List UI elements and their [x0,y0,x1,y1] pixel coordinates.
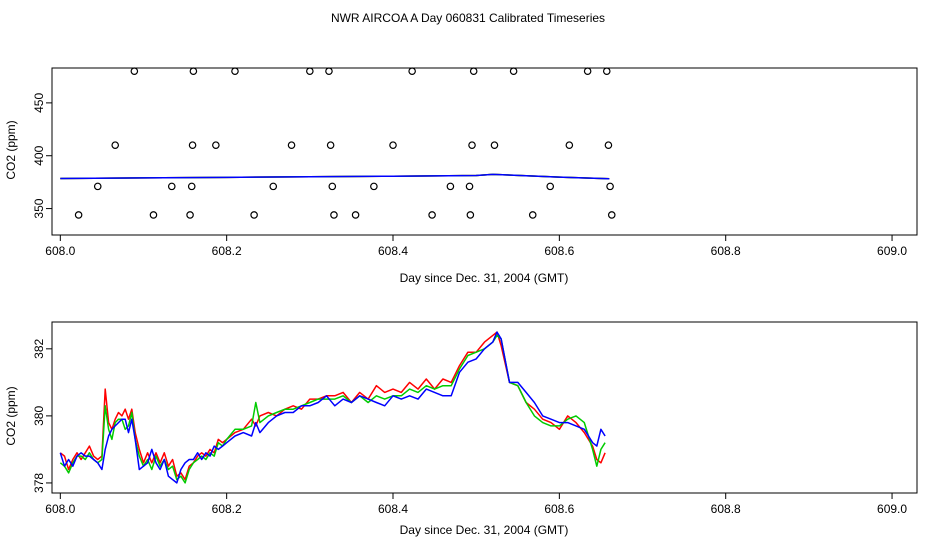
y-tick-label: 400 [32,145,46,165]
y-tick-label: 382 [32,338,46,358]
y-tick-label: 450 [32,93,46,113]
data-point [328,182,337,191]
x-tick-label: 608.8 [711,244,741,258]
data-point [269,182,278,191]
data-point [528,211,537,219]
x-tick-label: 608.0 [45,502,75,516]
x-tick-label: 608.0 [45,244,75,258]
data-point [188,141,197,149]
x-tick-label: 608.6 [544,244,574,258]
blue-series-line [60,173,610,180]
data-point [130,67,139,75]
data-point [287,141,296,149]
data-point [330,211,338,219]
y-tick-label: 378 [32,473,46,493]
x-tick-label: 608.4 [378,244,408,258]
chart-title: NWR AIRCOA A Day 060831 Calibrated Times… [331,11,605,25]
data-point [490,141,499,149]
data-point [111,141,120,149]
data-point [606,182,614,191]
data-point [326,141,335,149]
bottom-panel: Day since Dec. 31, 2004 (GMT) CO2 (ppm) … [4,321,918,537]
data-point [428,211,436,219]
data-point [306,67,314,75]
data-point [186,211,194,219]
y-tick-label: 380 [32,406,46,426]
x-tick-label: 608.4 [378,502,408,516]
data-point [466,211,475,219]
data-point [465,182,474,191]
data-point [212,141,220,149]
top-panel: Day since Dec. 31, 2004 (GMT) CO2 (ppm) … [4,67,918,285]
x-tick-label: 608.2 [212,502,242,516]
x-tick-label: 608.8 [711,502,741,516]
data-point [604,141,613,149]
data-point [370,182,378,191]
data-point [351,211,360,219]
data-point [602,67,611,75]
x-tick-label: 609.0 [877,244,907,258]
data-point [607,211,616,219]
data-point [583,67,592,75]
data-point [509,67,518,75]
data-point [468,141,476,149]
y-tick-label: 350 [32,198,46,218]
green-series-line [59,334,606,484]
data-point [231,67,239,75]
top-panel-ylabel: CO2 (ppm) [4,120,18,179]
plot-frame [51,321,918,494]
top-panel-xlabel: Day since Dec. 31, 2004 (GMT) [400,271,569,285]
data-point [389,141,397,149]
data-point [167,182,176,191]
data-point [250,211,258,219]
data-point [74,211,83,219]
bottom-panel-xlabel: Day since Dec. 31, 2004 (GMT) [400,523,569,537]
data-point [408,67,416,75]
plot-frame [51,67,918,236]
data-point [149,211,158,219]
data-point [93,182,102,191]
bottom-panel-ylabel: CO2 (ppm) [4,386,18,445]
data-point [446,182,455,191]
x-tick-label: 609.0 [877,502,907,516]
data-point [189,67,198,75]
x-tick-label: 608.6 [544,502,574,516]
data-point [565,141,574,149]
data-point [325,67,333,75]
x-tick-label: 608.2 [212,244,242,258]
data-point [469,67,478,75]
data-point [187,182,196,191]
blue-series-line [59,331,606,484]
red-series-line [59,331,606,481]
data-point [546,182,555,191]
